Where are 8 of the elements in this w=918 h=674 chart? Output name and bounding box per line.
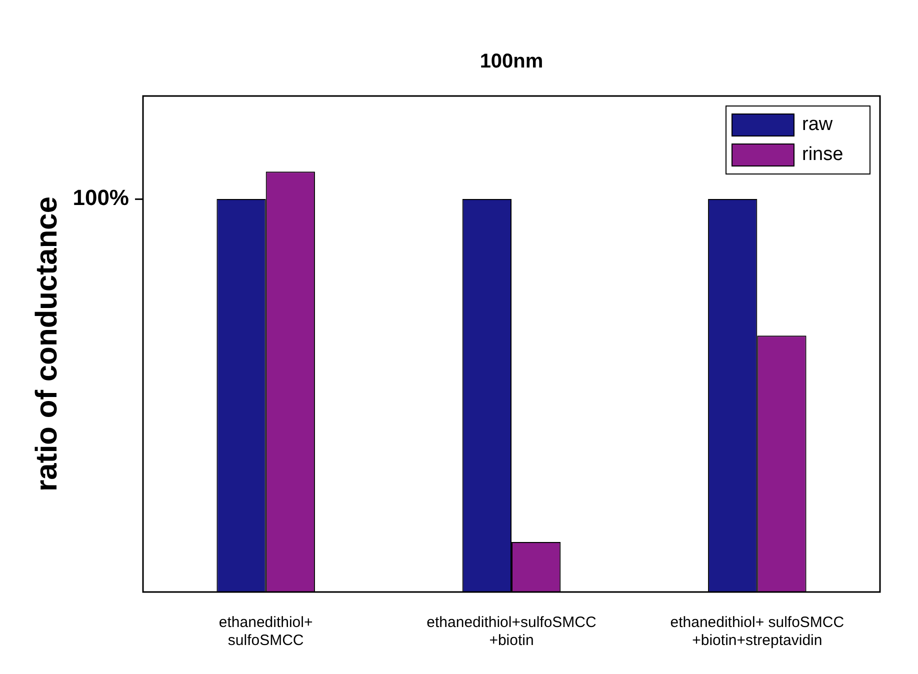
legend-label: rinse <box>802 144 844 166</box>
chart-title: 100nm <box>480 50 544 73</box>
y-axis-title: ratio of conductance <box>30 196 64 492</box>
x-tick-label: ethanedithiol+ sulfoSMCC +biotin+streptavidin <box>670 614 844 650</box>
x-tick-label: ethanedithiol+ sulfoSMCC <box>218 614 313 650</box>
legend-label: raw <box>802 114 833 136</box>
x-tick-label: ethanedithiol+sulfoSMCC +biotin <box>426 614 597 650</box>
text: 100% <box>72 185 129 210</box>
